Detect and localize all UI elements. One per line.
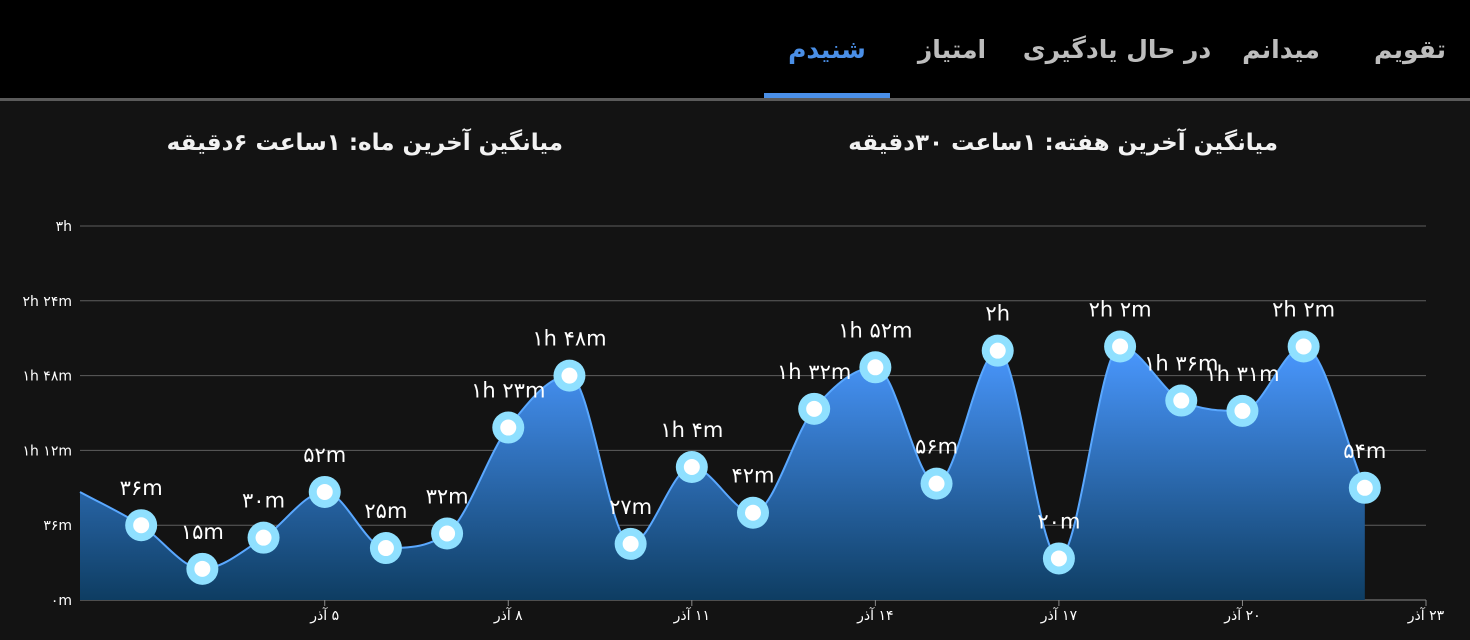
x-tick-label: ۸ آذر — [493, 607, 523, 624]
data-point[interactable] — [1348, 471, 1381, 504]
data-point-center — [133, 517, 150, 534]
data-point-center — [1356, 479, 1373, 496]
data-point[interactable] — [675, 451, 708, 484]
data-point-center — [316, 483, 333, 500]
tab-known[interactable]: میدانم — [1242, 35, 1320, 64]
data-point[interactable] — [125, 509, 158, 542]
data-point-center — [745, 504, 761, 521]
data-point[interactable] — [614, 527, 647, 560]
data-label: ۲۷m — [609, 495, 652, 519]
data-label: ۱۵m — [181, 520, 224, 544]
data-label: ۱h ۳۶m — [1144, 352, 1218, 376]
weekly-average: میانگین آخرین هفته: ۱ساعت ۳۰دقیقه — [848, 126, 1278, 160]
y-tick-label: ۳h — [56, 219, 72, 235]
data-point[interactable] — [553, 359, 586, 392]
data-point-center — [1050, 550, 1067, 567]
data-label: ۳۲m — [426, 485, 469, 509]
data-point[interactable] — [308, 475, 341, 508]
weekly-average-label: میانگین آخرین هفته: — [1044, 130, 1278, 156]
y-tick-label: ۲h ۲۴m — [22, 294, 72, 310]
y-tick-label: ۱h ۱۲m — [22, 443, 72, 459]
tab-calendar[interactable]: تقویم — [1373, 35, 1447, 64]
data-label: ۵۴m — [1343, 439, 1386, 463]
data-label: ۱h ۵۲m — [838, 318, 912, 342]
data-point[interactable] — [369, 532, 402, 565]
x-tick-label: ۲۳ آذر — [1407, 607, 1445, 624]
data-label: ۳۶m — [120, 476, 163, 500]
data-point-center — [1234, 402, 1251, 419]
monthly-average-value: ۱ساعت ۶دقیقه — [166, 130, 341, 156]
data-point-center — [255, 529, 272, 546]
data-point-center — [683, 459, 700, 476]
x-tick-label: ۵ آذر — [309, 607, 339, 624]
data-point-center — [377, 540, 394, 557]
y-tick-label: ۰m — [51, 593, 72, 609]
data-point[interactable] — [1226, 394, 1259, 427]
y-tick-label: ۳۶m — [43, 518, 72, 534]
tab-learning[interactable]: در حال یادگیری — [1022, 35, 1212, 64]
data-point-center — [989, 342, 1006, 359]
data-point[interactable] — [431, 517, 464, 550]
x-tick-label: ۱۷ آذر — [1040, 607, 1078, 624]
x-tick-label: ۲۰ آذر — [1223, 607, 1260, 624]
monthly-average-label: میانگین آخرین ماه: — [348, 130, 563, 156]
data-point[interactable] — [798, 392, 831, 425]
data-label: ۲h ۲m — [1272, 298, 1335, 322]
data-point-center — [867, 359, 884, 376]
data-point-center — [1173, 392, 1190, 409]
weekly-average-value: ۱ساعت ۳۰دقیقه — [848, 130, 1037, 156]
data-label: ۲h ۲m — [1089, 298, 1152, 322]
data-label: ۱h ۲۳m — [471, 379, 545, 403]
tab-heard[interactable]: شنیدم — [788, 35, 866, 64]
data-point[interactable] — [186, 552, 219, 585]
x-tick-label: ۱۱ آذر — [673, 607, 710, 624]
data-point-center — [500, 419, 517, 436]
data-point[interactable] — [492, 411, 525, 444]
data-label: ۲h — [985, 302, 1010, 326]
data-label: ۲۰m — [1037, 509, 1080, 533]
data-label: ۵۶m — [915, 435, 958, 459]
data-point[interactable] — [737, 496, 769, 529]
tab-score[interactable]: امتیاز — [917, 35, 987, 64]
data-point[interactable] — [247, 521, 280, 554]
y-tick-label: ۱h ۴۸m — [22, 369, 72, 385]
data-label: ۱h ۳۲m — [777, 360, 851, 384]
data-point[interactable] — [920, 467, 953, 500]
data-label: ۱h ۳۱m — [1205, 362, 1279, 386]
data-point[interactable] — [859, 351, 892, 384]
tab-bar: تقویم میدانم در حال یادگیری امتیاز شنیدم — [0, 0, 1470, 98]
data-label: ۴۲m — [731, 464, 774, 488]
data-label: ۱h ۴m — [660, 418, 723, 442]
data-label: ۱h ۴۸m — [532, 327, 606, 351]
listening-time-chart: ۰m ۳۶m ۱h ۱۲m ۱h ۴۸m ۲h ۲۴m ۳h ۵ آذر ۸ آذر ۱۱ آذ… — [22, 219, 1445, 624]
data-point-center — [806, 400, 823, 417]
data-label: ۳۰m — [242, 489, 285, 513]
data-label: ۵۲m — [303, 443, 346, 467]
data-point-center — [561, 367, 578, 384]
data-point-center — [928, 475, 945, 492]
data-point[interactable] — [981, 334, 1014, 367]
data-point[interactable] — [1287, 330, 1320, 363]
monthly-average: میانگین آخرین ماه: ۱ساعت ۶دقیقه — [167, 126, 563, 160]
data-point-center — [1112, 338, 1129, 355]
data-point[interactable] — [1042, 542, 1075, 575]
data-point-center — [622, 535, 639, 552]
tab-bar-divider — [0, 98, 1470, 101]
area-fill — [80, 346, 1365, 600]
data-point-center — [194, 560, 211, 577]
data-point[interactable] — [1165, 384, 1198, 417]
data-label: ۲۵m — [364, 499, 407, 523]
data-point-center — [1295, 338, 1312, 355]
active-tab-indicator — [764, 93, 890, 98]
x-tick-label: ۱۴ آذر — [856, 607, 893, 624]
data-point-center — [439, 525, 456, 542]
data-point[interactable] — [1104, 330, 1137, 363]
